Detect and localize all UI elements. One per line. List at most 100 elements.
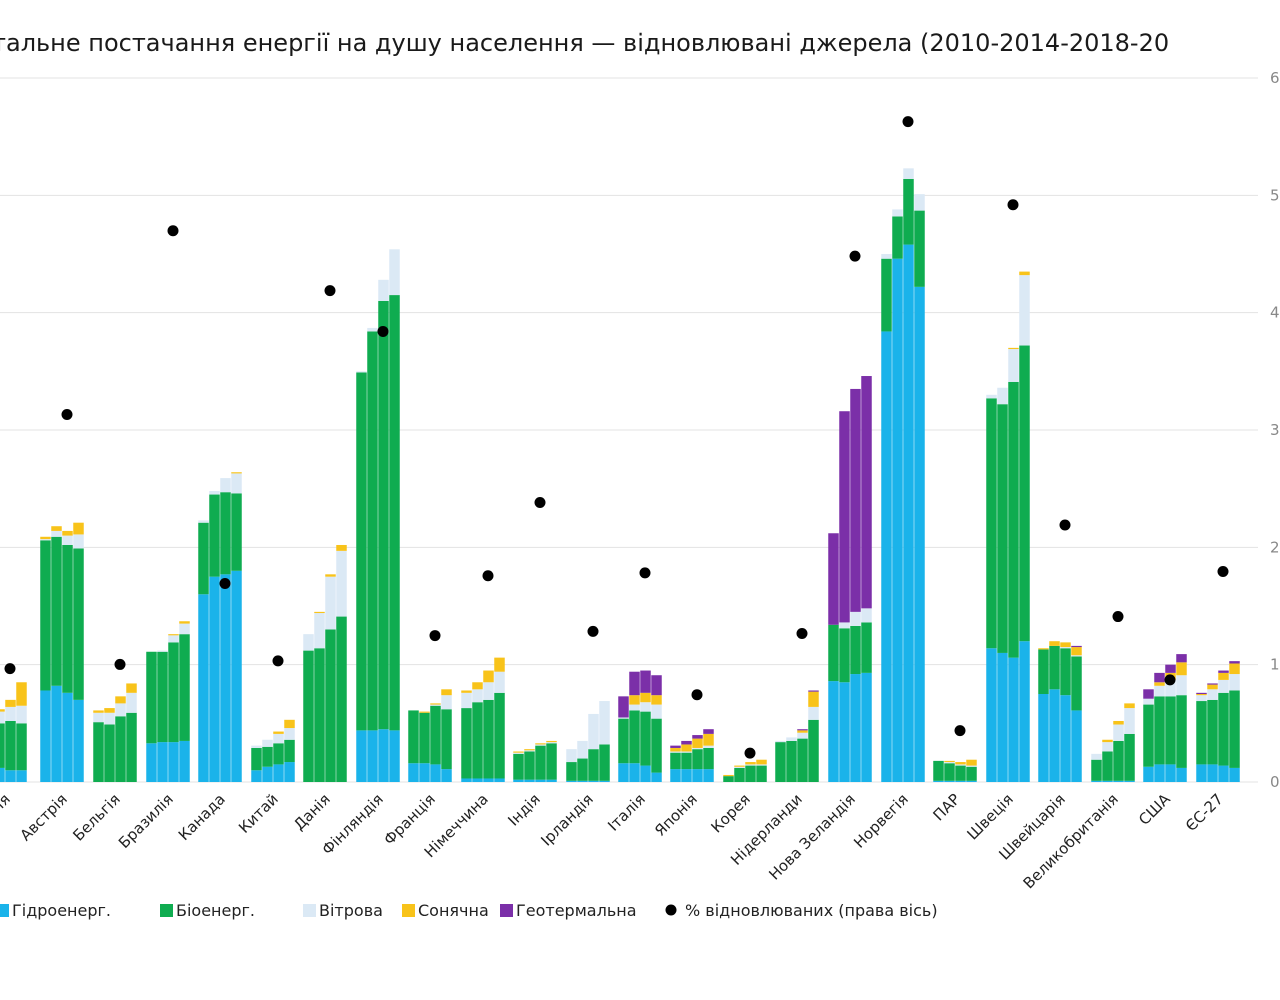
bar-segment: [955, 762, 966, 765]
bar-segment: [808, 690, 819, 692]
legend-label: Вітрова: [319, 901, 383, 920]
bar-segment: [513, 753, 524, 780]
bar-segment: [1019, 641, 1030, 782]
bar-segment: [262, 739, 273, 747]
bar-segment: [723, 776, 734, 782]
percent-point: [796, 627, 808, 639]
bar-segment: [692, 747, 703, 750]
bar-segment: [51, 536, 62, 686]
bar-segment: [577, 780, 588, 782]
bar-segment: [1071, 655, 1082, 657]
bar-segment: [5, 770, 16, 782]
legend-label: Біоенерг.: [176, 901, 255, 920]
bar-segment: [1143, 766, 1154, 782]
bar-segment: [93, 722, 104, 782]
bar-segment: [1196, 694, 1207, 696]
bar-segment: [1008, 381, 1019, 658]
bar-segment: [314, 611, 325, 614]
category-label: США: [1135, 790, 1174, 829]
bar-segment: [179, 740, 190, 782]
bar-segment: [146, 651, 157, 744]
bar-segment: [681, 752, 692, 770]
bar-segment: [336, 544, 347, 551]
bar-segment: [284, 762, 295, 782]
bar-segment: [220, 478, 231, 493]
bar-segment: [839, 628, 850, 683]
percent-point: [4, 663, 16, 675]
bar-segment: [629, 695, 640, 705]
bar-segment: [1102, 742, 1113, 752]
bar-segment: [1113, 724, 1124, 741]
percent-point: [377, 325, 389, 337]
bar-segment: [5, 699, 16, 707]
percent-point: [429, 630, 441, 642]
bar-segment: [629, 704, 640, 711]
bar-segment: [461, 708, 472, 779]
legend-swatch: [303, 904, 316, 917]
bar-segment: [640, 702, 651, 712]
bar-segment: [839, 682, 850, 782]
bar-segment: [179, 621, 190, 624]
bar-segment: [734, 766, 745, 768]
legend-swatch: [665, 904, 677, 916]
bar-segment: [651, 772, 662, 782]
bar-segment: [273, 731, 284, 734]
bar-segment: [546, 742, 557, 744]
bar-segment: [808, 706, 819, 720]
bar-segment: [618, 717, 629, 719]
bar-segment: [966, 765, 977, 767]
bar-segment: [1154, 672, 1165, 683]
bar-segment: [325, 574, 336, 577]
bar-segment: [861, 622, 872, 673]
bar-segment: [168, 642, 179, 743]
bar-segment: [303, 634, 314, 651]
bar-segment: [1049, 641, 1060, 646]
bar-segment: [1165, 679, 1176, 697]
bar-segment: [734, 767, 745, 782]
bar-segment: [231, 570, 242, 782]
bar-segment: [723, 774, 734, 777]
category-label: Корея: [707, 790, 753, 836]
bar-segment: [494, 671, 505, 693]
bar-segment: [1218, 765, 1229, 782]
bar-segment: [1229, 663, 1240, 675]
bar-segment: [389, 295, 400, 731]
bar-segment: [524, 751, 535, 780]
bar-segment: [1008, 657, 1019, 782]
bar-segment: [284, 728, 295, 740]
bar-segment: [251, 770, 262, 782]
percent-point: [639, 567, 651, 579]
bar-segment: [168, 635, 179, 643]
bar-segment: [1060, 695, 1071, 782]
bar-segment: [356, 372, 367, 731]
bar-segment: [629, 671, 640, 696]
bar-segment: [955, 765, 966, 781]
bar-segment: [703, 769, 714, 782]
bar-segment: [1207, 699, 1218, 765]
bar-segment: [356, 371, 367, 373]
bar-segment: [703, 729, 714, 734]
bar-segment: [1229, 661, 1240, 664]
bar-segment: [1071, 710, 1082, 782]
bar-segment: [1071, 656, 1082, 711]
bar-segment: [62, 530, 73, 536]
bar-segment: [1143, 689, 1154, 699]
bar-segment: [1229, 674, 1240, 691]
bar-segment: [839, 411, 850, 623]
bar-segment: [483, 682, 494, 700]
bar-segment: [73, 522, 84, 535]
bar-segment: [828, 681, 839, 782]
bar-segment: [1165, 764, 1176, 782]
bar-segment: [914, 210, 925, 287]
bar-segment: [588, 713, 599, 750]
bar-segment: [808, 691, 819, 707]
bar-segment: [62, 535, 73, 545]
bar-segment: [461, 778, 472, 782]
bar-segment: [5, 706, 16, 721]
bar-segment: [231, 493, 242, 571]
percent-point: [482, 570, 494, 582]
bar-segment: [1207, 683, 1218, 685]
bar-segment: [314, 648, 325, 782]
bar-segment: [1060, 647, 1071, 649]
bar-segment: [419, 711, 430, 713]
